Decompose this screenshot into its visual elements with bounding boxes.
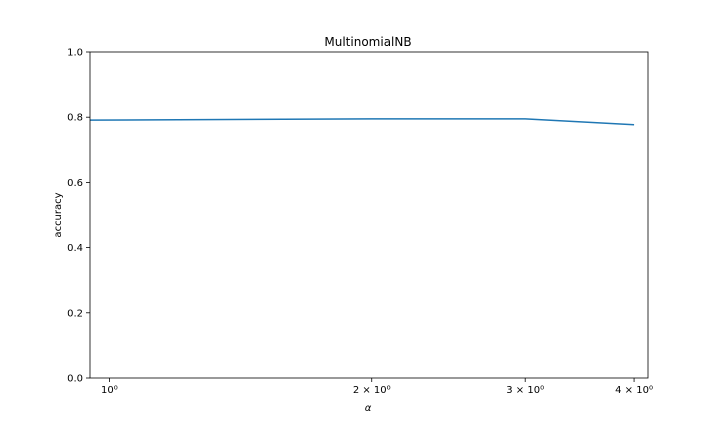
x-tick-label: 10⁰ (101, 385, 118, 396)
y-axis: 0.0 0.2 0.4 0.6 0.8 1.0 (67, 48, 90, 385)
x-axis: 10⁰ 2 × 10⁰ 3 × 10⁰ 4 × 10⁰ (101, 378, 653, 396)
x-axis-label: α (365, 403, 372, 414)
y-tick-label: 0.6 (67, 178, 83, 189)
x-tick-label: 3 × 10⁰ (506, 385, 544, 396)
y-tick-label: 1.0 (67, 48, 83, 59)
plot-frame (89, 51, 649, 379)
y-axis-label: accuracy (53, 192, 64, 237)
y-tick-label: 0.4 (67, 243, 83, 254)
accuracy-line (89, 118, 635, 126)
series-layer (89, 118, 635, 126)
y-tick-label: 0.0 (67, 374, 83, 385)
x-tick-label: 2 × 10⁰ (353, 385, 391, 396)
y-tick-label: 0.2 (67, 308, 83, 319)
x-tick-label: 4 × 10⁰ (615, 385, 653, 396)
y-tick-label: 0.8 (67, 113, 83, 124)
chart-title: MultinomialNB (324, 35, 411, 49)
